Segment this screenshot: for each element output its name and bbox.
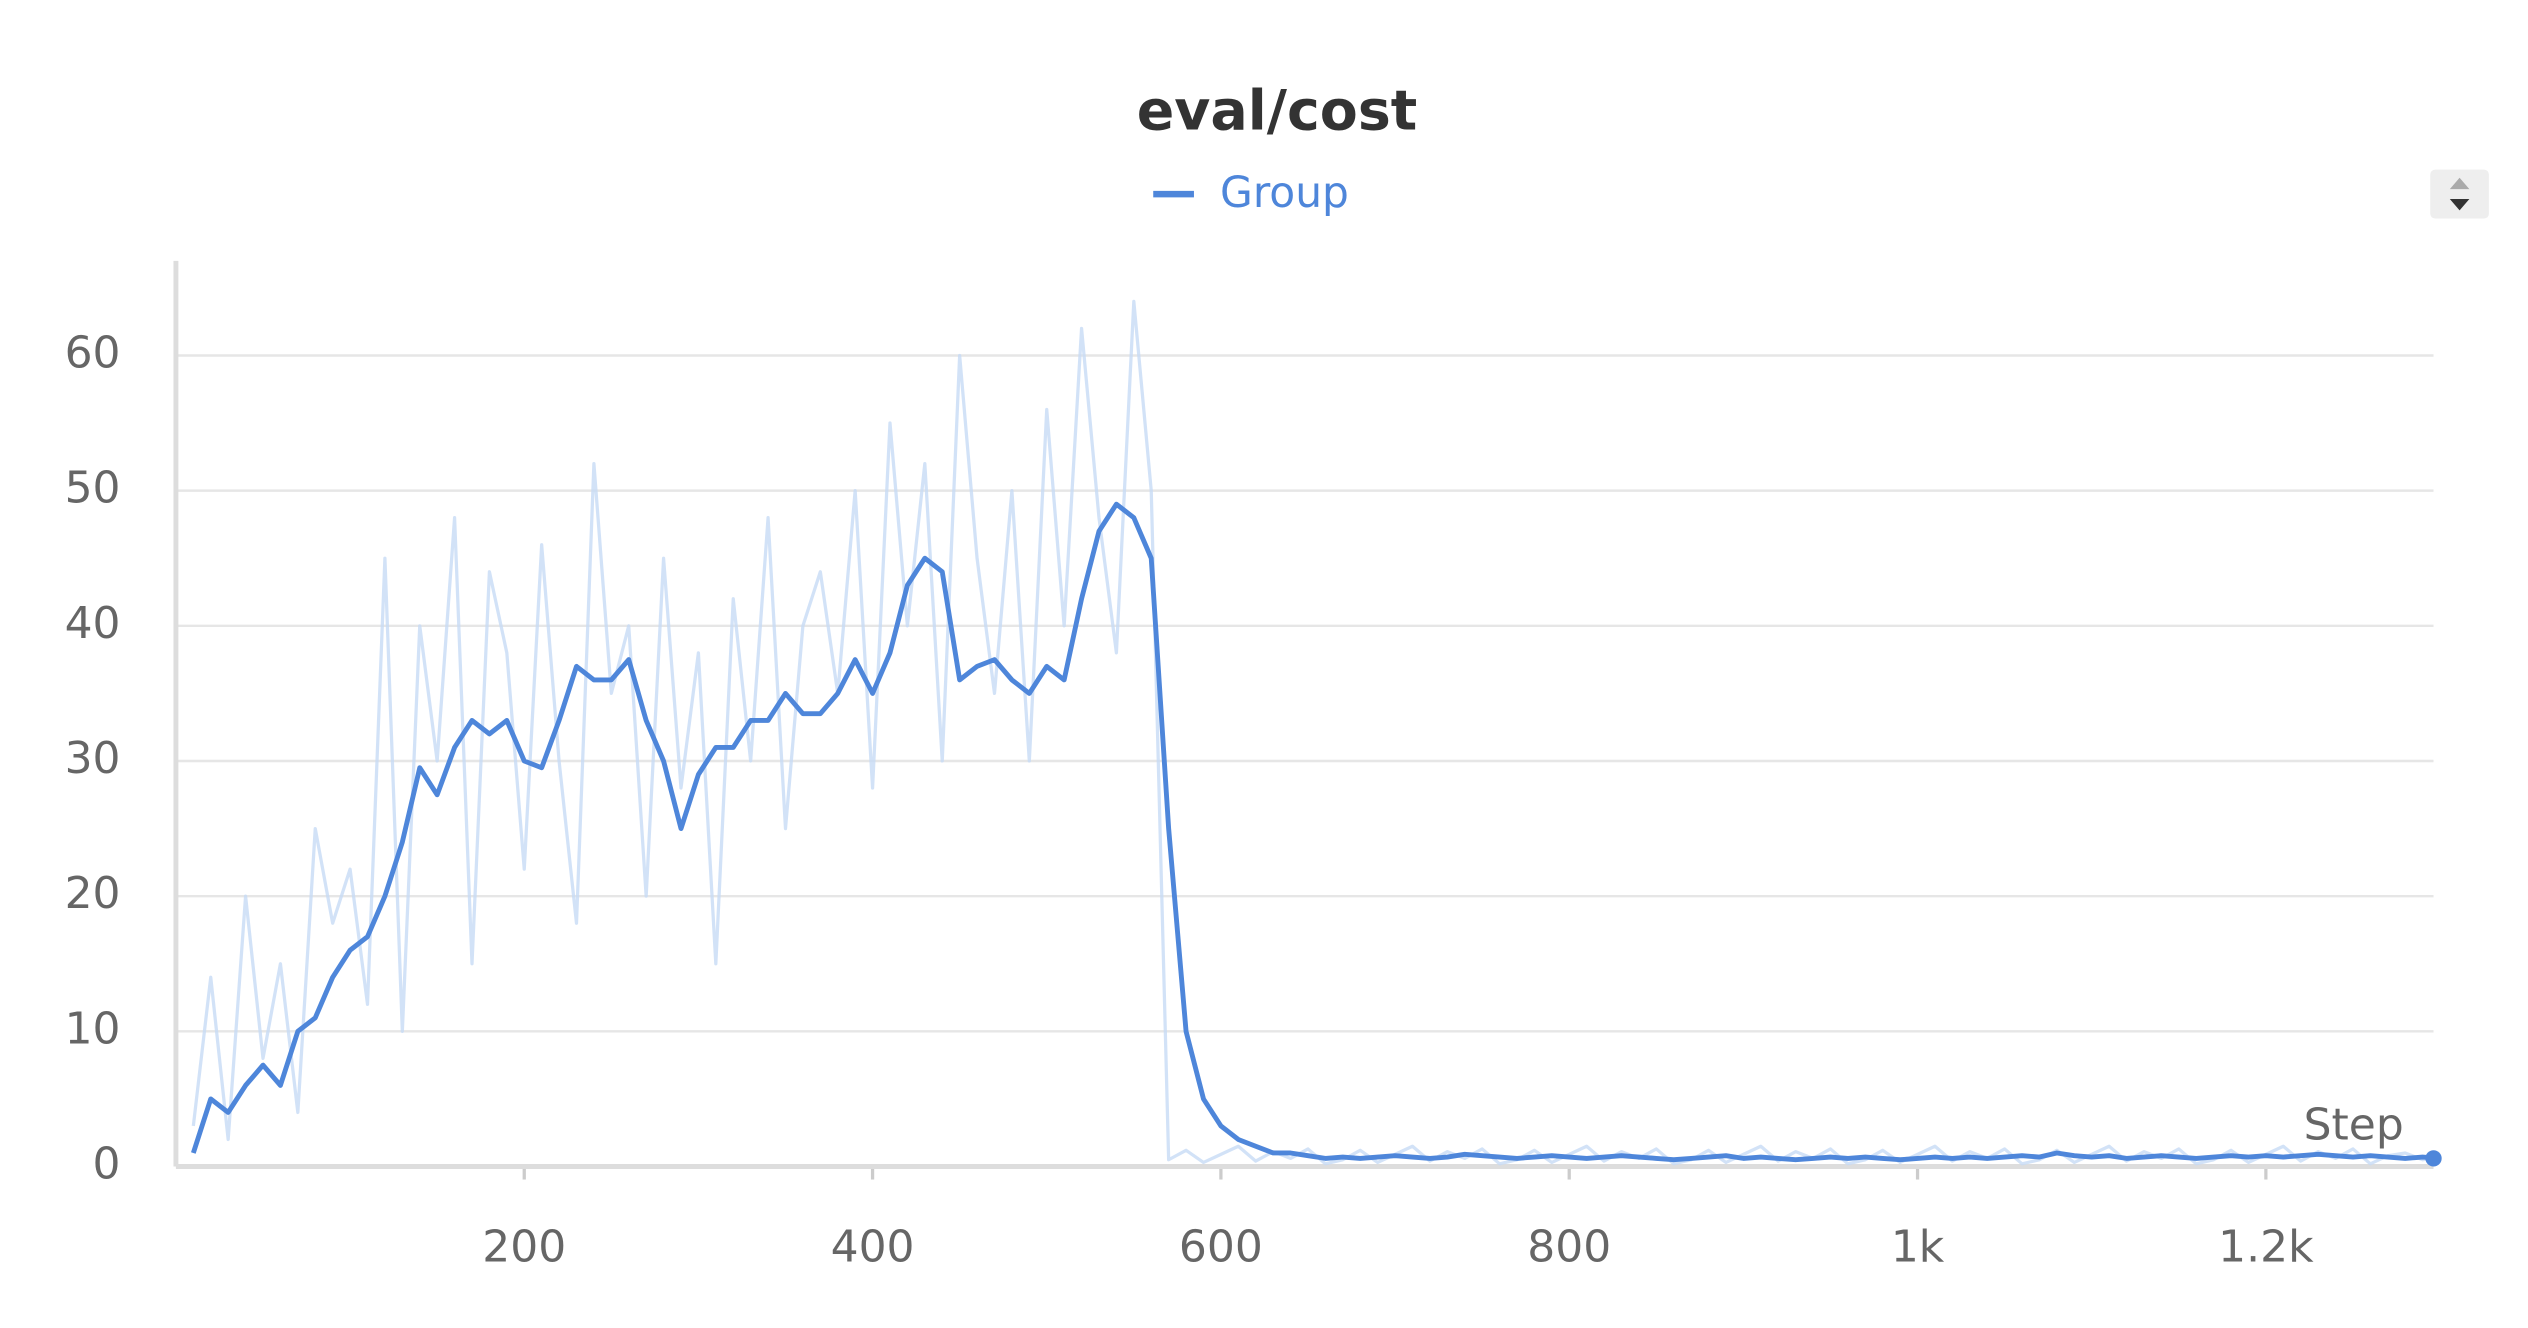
y-tick-label: 30 — [65, 733, 121, 784]
chart-title: eval/cost — [1137, 79, 1418, 143]
sort-up[interactable] — [2449, 177, 2470, 190]
series-line — [191, 501, 2441, 1163]
x-tick-label: 1.2k — [2218, 1222, 2314, 1273]
sort-button[interactable] — [2430, 169, 2489, 219]
y-tick-label: 40 — [65, 598, 121, 649]
x-axis-label: Step — [2304, 1099, 2404, 1150]
y-tick-label: 50 — [65, 463, 121, 514]
x-tick-label: 200 — [482, 1222, 566, 1273]
y-tick-label: 60 — [65, 327, 121, 378]
y-tick-label: 10 — [65, 1003, 121, 1054]
x-tick-label: 600 — [1179, 1222, 1263, 1273]
sort-down[interactable] — [2449, 198, 2470, 211]
x-tick-label: 1k — [1891, 1222, 1945, 1273]
y-tick-label: 20 — [65, 868, 121, 919]
x-tick-label: 800 — [1527, 1222, 1611, 1273]
end-dot — [2425, 1150, 2442, 1167]
sort-button-bg[interactable] — [2430, 169, 2489, 219]
raw-line — [191, 299, 2441, 1166]
legend-label: Group — [1220, 168, 1349, 217]
x-tick-label: 400 — [831, 1222, 915, 1273]
y-tick-label: 0 — [93, 1139, 121, 1190]
